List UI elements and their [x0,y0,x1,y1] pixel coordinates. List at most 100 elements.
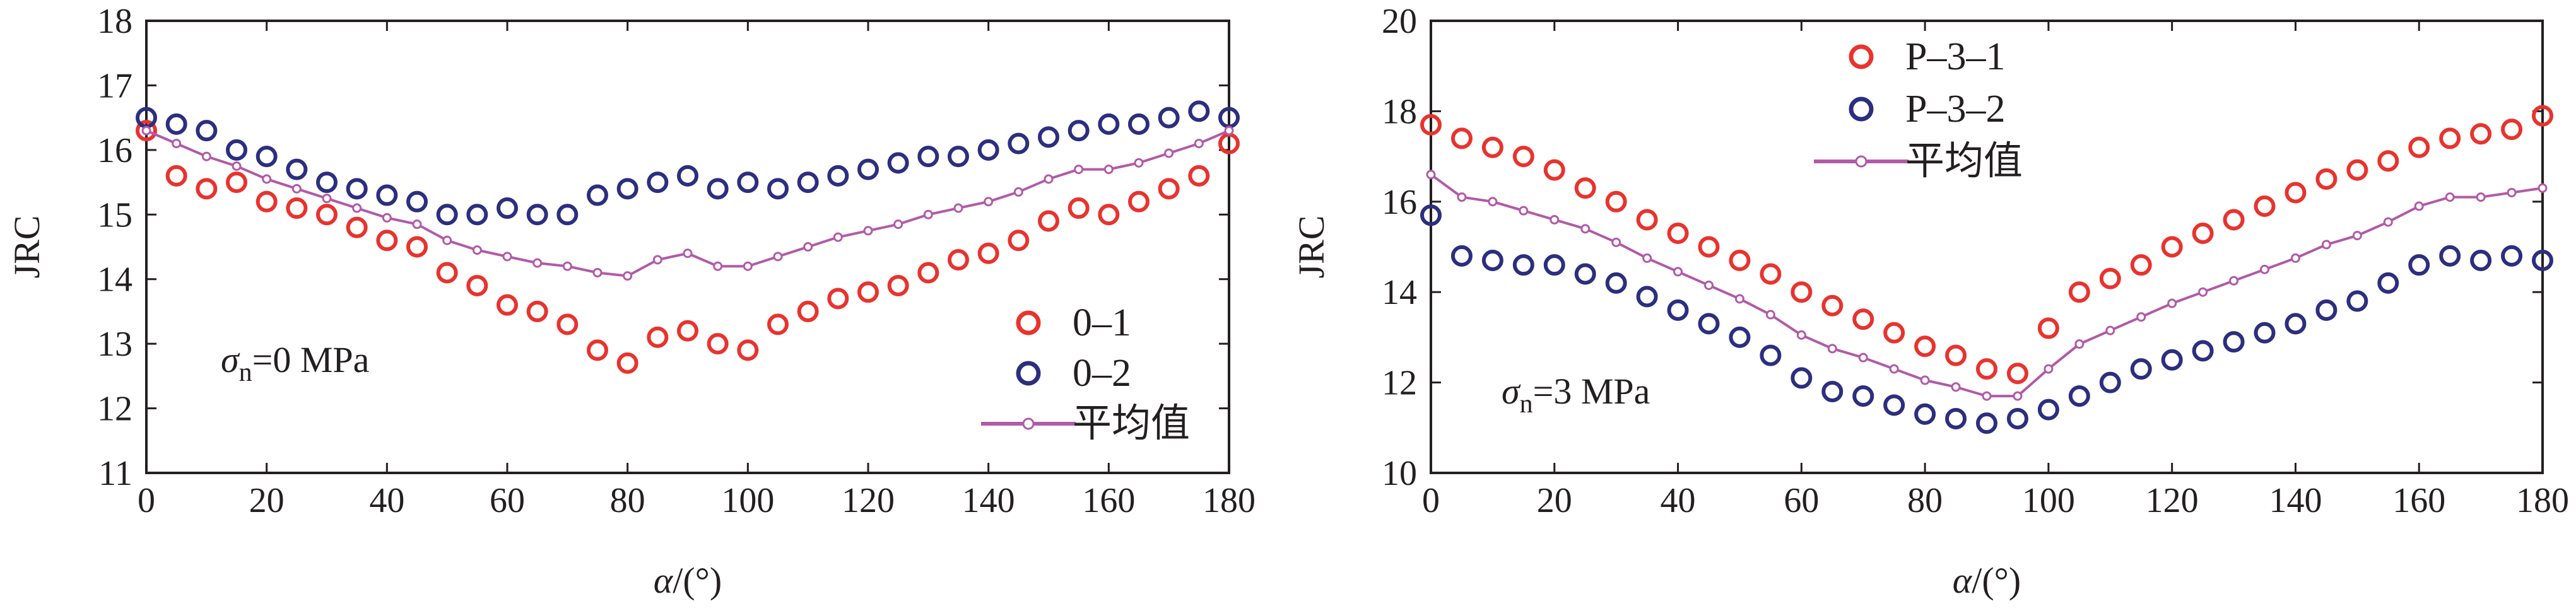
data-point [466,274,488,296]
data-point [1420,113,1442,136]
data-point [1488,197,1498,207]
data-point [1667,222,1689,244]
data-point [1673,267,1683,277]
data-point [737,172,759,194]
data-point [232,161,242,171]
data-point [1550,214,1560,224]
x-tick-label: 180 [2516,481,2569,520]
data-point [1194,139,1204,149]
data-point [436,204,458,226]
data-point [165,165,187,187]
y-tick-label: 18 [97,2,132,41]
data-point [683,248,693,259]
series-2: 0–2 [136,100,1240,395]
data-point [1188,165,1210,187]
data-point [1982,391,1992,401]
data-point [743,261,753,271]
data-point [1765,310,1775,320]
data-point [412,219,422,230]
stress-annotation: σn=3 MPa [1502,371,1650,419]
data-point [797,172,819,194]
x-tick-label: 40 [1661,481,1696,520]
data-point [141,125,151,136]
data-point [2321,240,2331,250]
x-axis-label: α/(°) [654,560,722,601]
data-point [917,262,939,284]
data-point [2470,123,2492,145]
data-point [1698,236,1720,258]
data-point [1044,174,1054,184]
data-point [2099,371,2121,393]
legend-label: 平均值 [1073,400,1190,446]
y-tick-label: 11 [98,454,132,493]
data-point [797,300,819,322]
data-point [1729,250,1751,272]
data-point [1858,352,1868,363]
data-point [2167,298,2177,308]
data-point [1760,263,1782,285]
data-point [2074,339,2085,349]
data-point [256,146,278,168]
data-point [466,204,488,226]
y-tick-label: 12 [97,390,132,429]
data-point [1067,120,1090,142]
data-point [1224,125,1234,136]
data-point [2105,325,2115,335]
data-point [2223,209,2245,231]
data-point [2037,317,2059,339]
data-point [1580,224,1591,234]
data-point [2198,287,2208,297]
data-point [2044,364,2054,374]
data-point [2383,217,2393,227]
data-point [647,172,669,194]
legend-label: 0–1 [1073,301,1131,344]
series-3: 平均值 [1426,137,2548,401]
data-point [256,190,278,212]
y-tick-label: 10 [1382,454,1417,493]
data-point [677,165,698,187]
data-point [346,216,368,238]
data-point [707,178,729,200]
data-point [767,313,789,335]
data-point [262,174,272,184]
x-tick-label: 120 [842,481,895,520]
data-point [863,226,873,236]
data-point [2445,192,2455,202]
data-point [616,352,638,374]
data-point [1512,254,1534,276]
y-axis-label: JRC [6,216,47,279]
data-point [1945,407,1967,429]
data-point [677,320,698,342]
y-tick-label: 20 [1382,2,1417,41]
data-point [1519,206,1529,216]
data-point [1791,281,1813,303]
data-point [977,242,999,264]
annotation-subscript: n [1520,390,1533,419]
chart-1: 0 20 40 60 80 100 120 140 160 180 11 12 13 14 15 16 17 18… [6,2,1256,601]
legend-marker [1849,96,1874,122]
x-axis-label-symbol: α [654,560,674,601]
x-tick-label: 80 [610,481,645,520]
data-point [2532,105,2553,127]
data-point [2068,281,2090,303]
data-point [226,172,247,194]
data-point [1852,385,1874,407]
data-point [196,120,218,142]
data-point [1945,344,1967,366]
data-point [2346,290,2368,312]
data-point [2006,363,2028,385]
data-point [887,152,909,174]
data-point [2290,253,2300,263]
data-point [1481,136,1503,158]
data-point [1611,237,1621,247]
data-point [652,255,662,265]
y-tick-label: 14 [97,260,132,300]
data-point [2439,245,2461,267]
data-point [2161,349,2183,371]
data-point [2315,168,2338,190]
data-point [1008,230,1030,252]
y-tick-label: 12 [1382,364,1417,403]
annotation-text: =3 MPa [1533,371,1650,412]
data-point [2501,245,2523,267]
data-point [436,262,458,284]
